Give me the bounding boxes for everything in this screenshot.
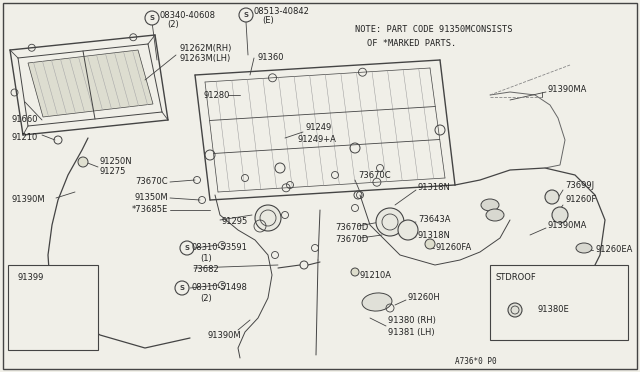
Text: 91260H: 91260H xyxy=(408,294,441,302)
Text: 91260FA: 91260FA xyxy=(436,244,472,253)
Circle shape xyxy=(508,303,522,317)
Text: 91210A: 91210A xyxy=(360,270,392,279)
Text: (2): (2) xyxy=(167,19,179,29)
Text: 73670C: 73670C xyxy=(358,170,390,180)
Text: 91260EA: 91260EA xyxy=(595,246,632,254)
Text: 91249+A: 91249+A xyxy=(298,135,337,144)
Text: 73670C: 73670C xyxy=(136,177,168,186)
Circle shape xyxy=(398,220,418,240)
Circle shape xyxy=(175,281,189,295)
Text: 73643A: 73643A xyxy=(418,215,451,224)
Text: 91260F: 91260F xyxy=(565,196,596,205)
Text: 91295: 91295 xyxy=(222,218,248,227)
Circle shape xyxy=(376,208,404,236)
Text: 73670D: 73670D xyxy=(335,235,368,244)
Text: 91660: 91660 xyxy=(12,115,38,125)
Text: 91360: 91360 xyxy=(258,54,285,62)
Polygon shape xyxy=(28,50,153,117)
Text: 08340-40608: 08340-40608 xyxy=(160,10,216,19)
Ellipse shape xyxy=(576,243,592,253)
Text: A736*0 P0: A736*0 P0 xyxy=(455,357,497,366)
Text: 91390M: 91390M xyxy=(208,330,242,340)
Text: 91249: 91249 xyxy=(305,124,332,132)
Circle shape xyxy=(78,157,88,167)
Text: 73682: 73682 xyxy=(192,266,219,275)
Text: 91318N: 91318N xyxy=(418,183,451,192)
Text: OF *MARKED PARTS.: OF *MARKED PARTS. xyxy=(367,39,456,48)
Ellipse shape xyxy=(481,199,499,211)
Text: 73699J: 73699J xyxy=(565,180,594,189)
Circle shape xyxy=(545,190,559,204)
Bar xyxy=(490,265,628,340)
Circle shape xyxy=(145,11,159,25)
Circle shape xyxy=(255,205,281,231)
Text: 91250N: 91250N xyxy=(100,157,132,167)
Circle shape xyxy=(552,207,568,223)
Text: 73670D: 73670D xyxy=(335,224,368,232)
Text: 91210: 91210 xyxy=(12,134,38,142)
Ellipse shape xyxy=(486,209,504,221)
Text: 91390MA: 91390MA xyxy=(548,221,588,230)
Text: 08310-51498: 08310-51498 xyxy=(192,283,248,292)
Text: 91262M(RH): 91262M(RH) xyxy=(180,44,232,52)
Text: S: S xyxy=(243,12,248,18)
Text: 91275: 91275 xyxy=(100,167,126,176)
Text: 91381 (LH): 91381 (LH) xyxy=(388,327,435,337)
Text: S: S xyxy=(179,285,184,291)
Text: 08513-40842: 08513-40842 xyxy=(254,7,310,16)
Text: 91380 (RH): 91380 (RH) xyxy=(388,315,436,324)
Text: 91263M(LH): 91263M(LH) xyxy=(180,54,231,62)
Text: 91380E: 91380E xyxy=(537,305,569,314)
Text: (2): (2) xyxy=(200,294,212,302)
Text: 91350M: 91350M xyxy=(134,193,168,202)
Text: S: S xyxy=(150,15,154,21)
Text: *73685E: *73685E xyxy=(132,205,168,215)
Ellipse shape xyxy=(362,293,392,311)
Text: NOTE: PART CODE 91350MCONSISTS: NOTE: PART CODE 91350MCONSISTS xyxy=(355,26,513,35)
Text: (E): (E) xyxy=(262,16,274,26)
Text: STDROOF: STDROOF xyxy=(496,273,537,282)
Text: 91399: 91399 xyxy=(18,273,44,282)
Text: 08310-53591: 08310-53591 xyxy=(192,244,248,253)
Text: 91390MA: 91390MA xyxy=(548,86,588,94)
Circle shape xyxy=(239,8,253,22)
Text: S: S xyxy=(184,245,189,251)
Text: (1): (1) xyxy=(200,253,212,263)
Circle shape xyxy=(351,268,359,276)
Bar xyxy=(8,265,98,350)
Text: 91390M: 91390M xyxy=(12,196,45,205)
Text: 91318N: 91318N xyxy=(418,231,451,240)
Circle shape xyxy=(180,241,194,255)
Circle shape xyxy=(425,239,435,249)
Text: 91280: 91280 xyxy=(204,90,230,99)
